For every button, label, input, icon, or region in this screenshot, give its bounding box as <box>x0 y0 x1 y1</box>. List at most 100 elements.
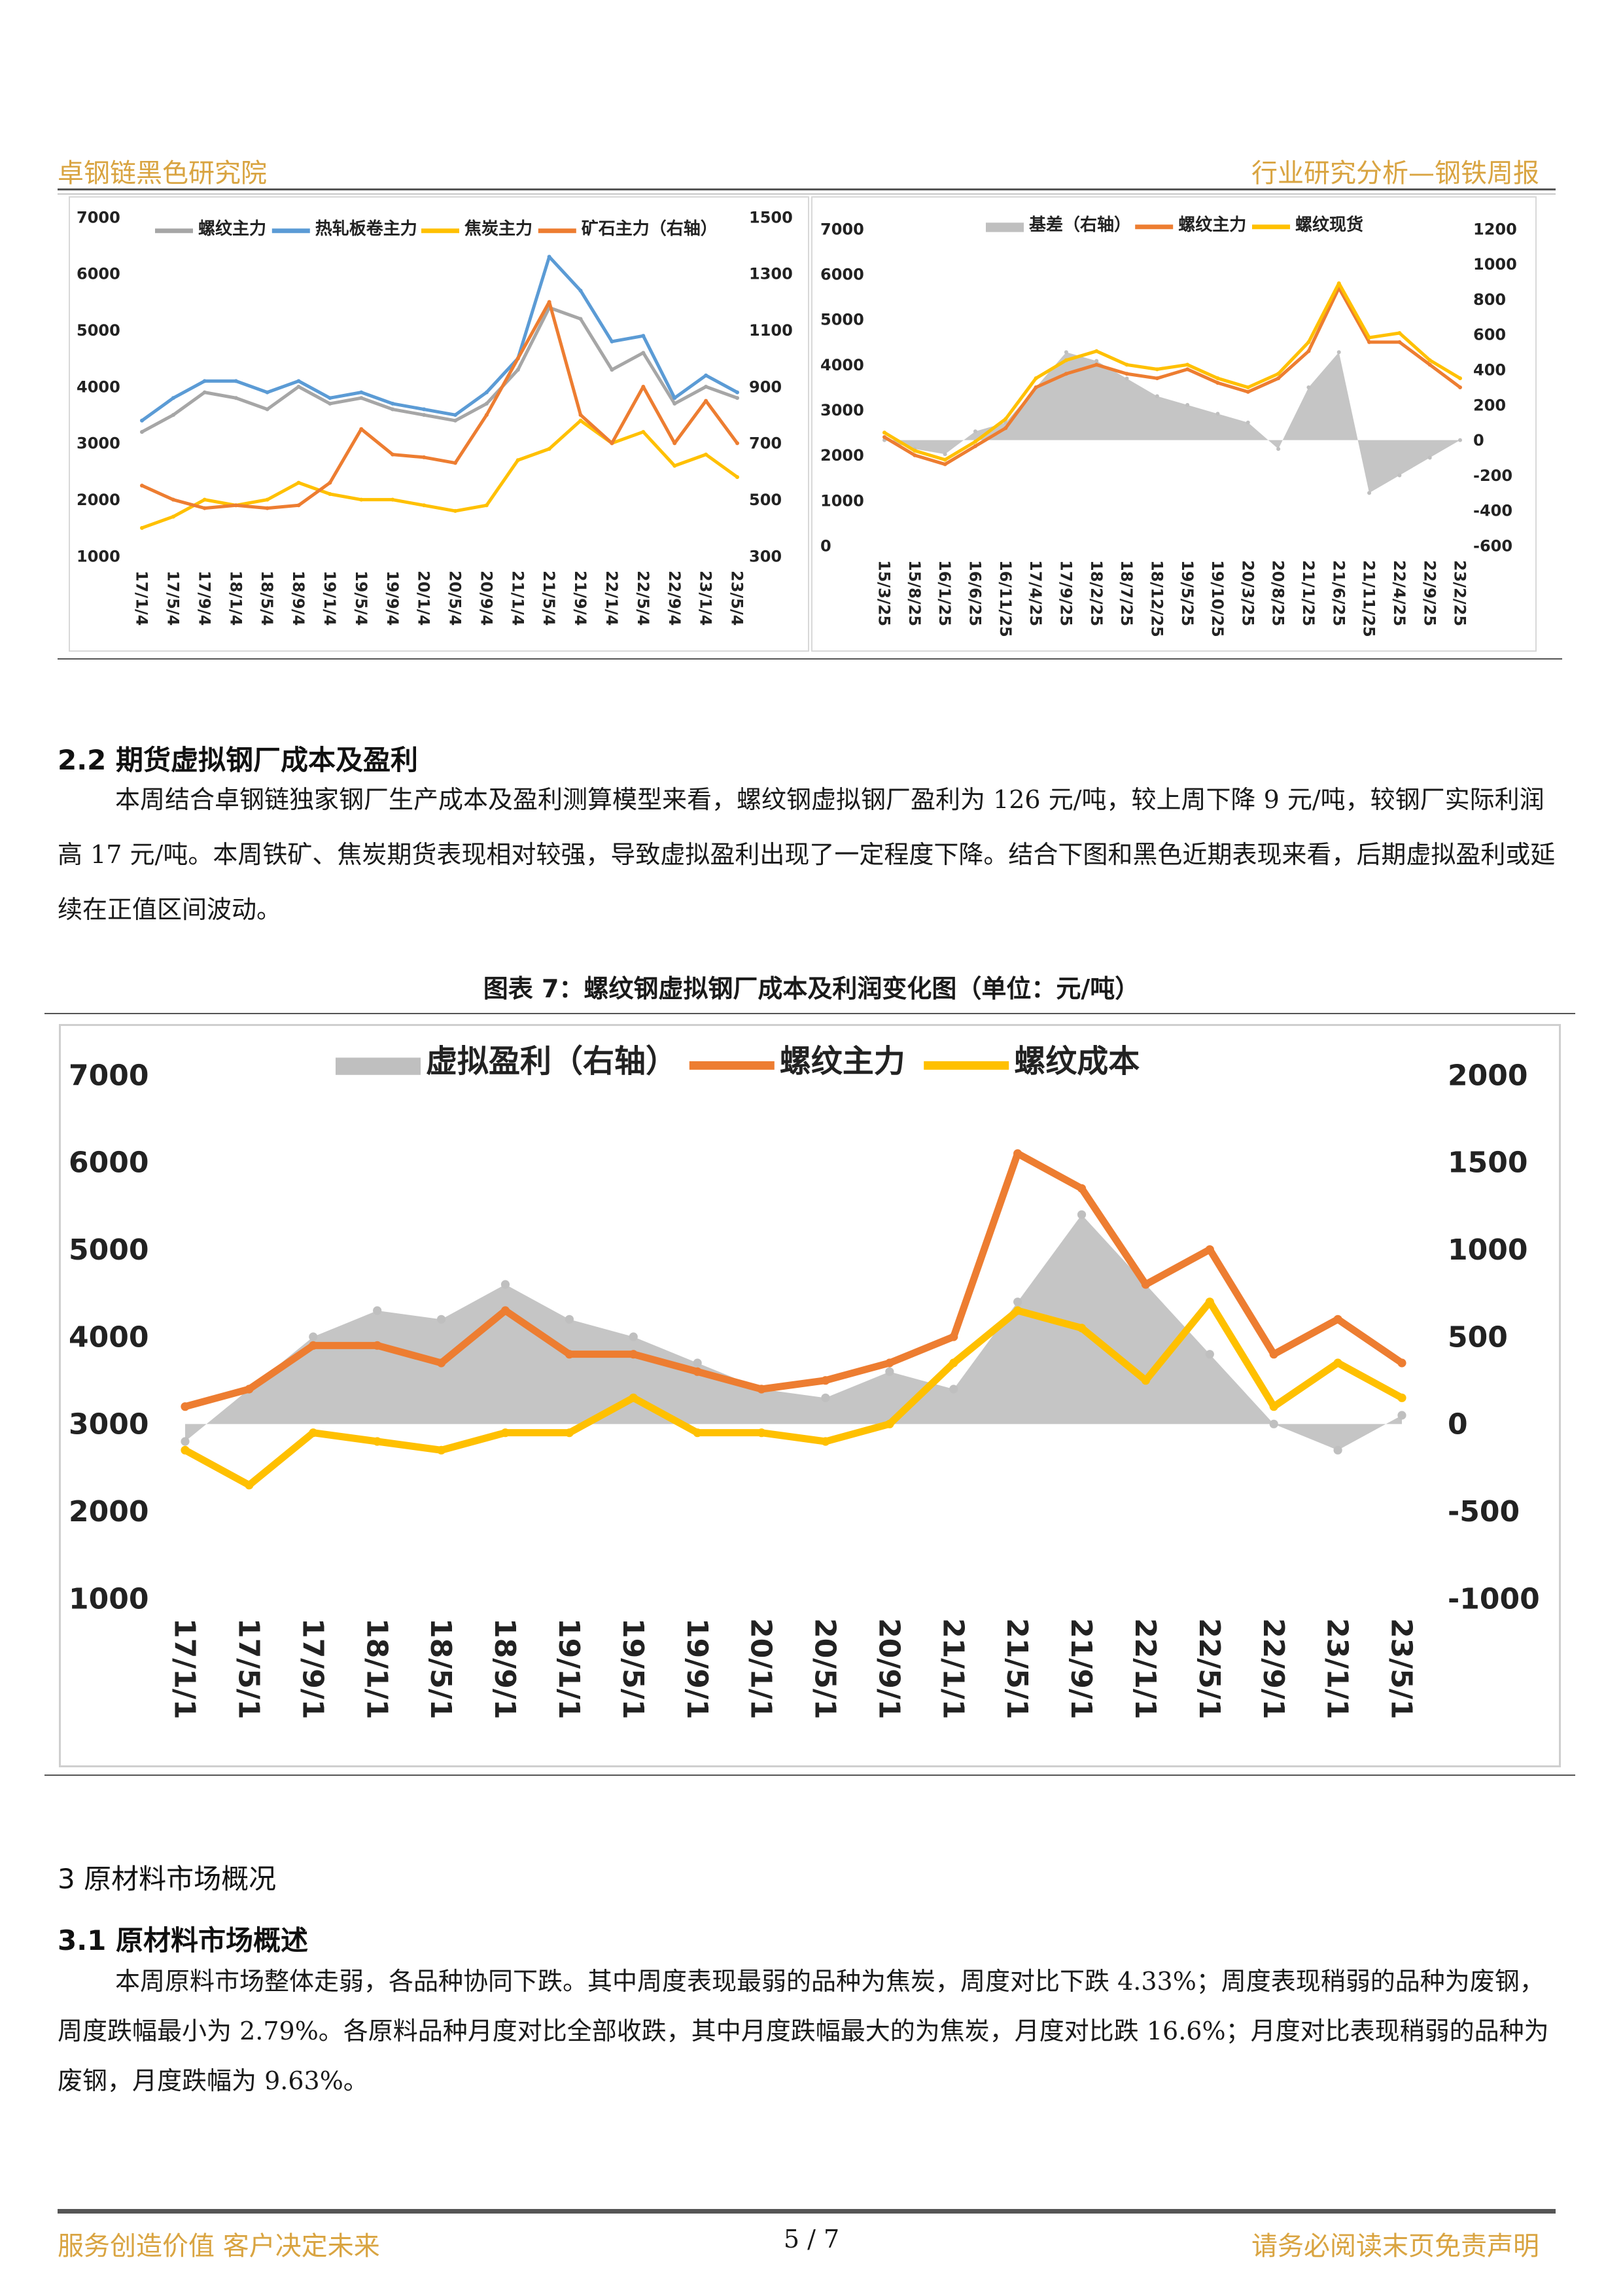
y-left-tick-label: 1000 <box>77 547 120 565</box>
figure-7-caption: 图表 7：螺纹钢虚拟钢厂成本及利润变化图（单位：元/吨） <box>483 974 1140 1003</box>
figure-7-bottom-rule <box>44 1775 1575 1776</box>
data-point <box>1155 367 1159 372</box>
data-point <box>547 300 551 304</box>
y-left-tick-label: 5000 <box>69 1233 148 1267</box>
data-point <box>973 439 977 444</box>
data-point <box>547 446 551 451</box>
data-point <box>265 390 270 395</box>
y-right-tick-label: 300 <box>749 547 782 565</box>
x-tick-label: 21/5/1 <box>1000 1618 1034 1720</box>
x-tick-label: 21/9/1 <box>1064 1618 1098 1720</box>
data-point <box>515 458 520 463</box>
x-tick-label: 18/12/25 <box>1147 560 1166 637</box>
data-point <box>391 497 395 502</box>
legend-label: 基差（右轴） <box>1029 215 1131 235</box>
data-point <box>973 429 977 434</box>
data-point <box>140 430 144 434</box>
data-point <box>885 1419 894 1428</box>
data-point <box>704 373 708 378</box>
data-point <box>973 444 977 448</box>
data-point <box>1276 447 1281 451</box>
x-tick-label: 20/5/1 <box>809 1618 842 1720</box>
x-tick-label: 18/9/1 <box>488 1618 521 1720</box>
data-point <box>436 1358 446 1368</box>
data-point <box>422 407 427 412</box>
data-point <box>1458 376 1462 381</box>
x-tick-label: 16/1/25 <box>935 560 954 626</box>
data-point <box>422 503 427 508</box>
data-point <box>1003 417 1008 421</box>
data-point <box>629 1393 638 1402</box>
data-point <box>1367 491 1372 495</box>
data-point <box>296 379 301 383</box>
series-line <box>883 286 1461 467</box>
x-tick-label: 17/5/4 <box>164 571 182 626</box>
data-point <box>265 506 270 510</box>
data-point <box>821 1376 830 1385</box>
data-point <box>1185 362 1190 367</box>
data-point <box>1397 473 1402 478</box>
y-left-tick-label: 7000 <box>820 220 864 238</box>
data-point <box>1141 1280 1151 1289</box>
data-point <box>672 463 677 468</box>
footer-disclaimer: 请务必阅读末页免责声明 <box>1251 2231 1539 2261</box>
x-tick-label: 19/9/4 <box>383 571 402 626</box>
legend-label: 矿石主力（右轴） <box>582 219 718 239</box>
x-tick-label: 17/9/1 <box>296 1618 329 1720</box>
x-tick-label: 22/9/4 <box>665 571 684 626</box>
data-point <box>309 1341 318 1350</box>
series-line <box>141 306 738 434</box>
x-tick-label: 23/1/1 <box>1321 1618 1354 1720</box>
x-tick-label: 23/2/25 <box>1451 560 1469 626</box>
data-point <box>693 1367 702 1376</box>
data-point <box>735 441 739 446</box>
section-heading-2-2: 2.2 期货虚拟钢厂成本及盈利 <box>58 744 419 776</box>
data-point <box>296 480 301 485</box>
y-right-tick-label: 800 <box>1473 291 1506 309</box>
y-left-tick-label: 3000 <box>820 401 864 419</box>
data-point <box>641 334 646 338</box>
data-point <box>672 396 677 400</box>
header-org: 卓钢链黑色研究院 <box>58 158 267 188</box>
data-point <box>391 452 395 457</box>
data-point <box>693 1428 702 1438</box>
data-point <box>913 453 917 457</box>
data-point <box>500 1428 510 1438</box>
x-tick-label: 19/10/25 <box>1208 560 1227 637</box>
y-right-tick-label: 0 <box>1473 431 1484 450</box>
data-point <box>1205 1298 1214 1307</box>
data-point <box>359 427 364 431</box>
legend-label: 螺纹现货 <box>1295 215 1363 235</box>
data-point <box>265 407 270 412</box>
data-point <box>202 379 207 383</box>
data-point <box>949 1332 958 1341</box>
data-point <box>629 1350 638 1359</box>
data-point <box>949 1358 958 1368</box>
y-left-tick-label: 2000 <box>77 491 120 509</box>
legend-label: 螺纹主力 <box>198 219 266 239</box>
data-point <box>547 255 551 259</box>
data-point <box>943 457 947 462</box>
data-point <box>484 503 489 508</box>
section-2-2-paragraph: 本周结合卓钢链独家钢厂生产成本及盈利测算模型来看，螺纹钢虚拟钢厂盈利为 126 … <box>58 785 1556 924</box>
data-point <box>885 1367 894 1376</box>
x-tick-label: 18/5/1 <box>424 1618 457 1720</box>
chart-row-rule <box>58 658 1562 660</box>
data-point <box>1155 376 1159 381</box>
data-point <box>1094 359 1099 363</box>
data-point <box>1397 331 1402 336</box>
y-left-tick-label: 1000 <box>820 491 864 510</box>
data-point <box>1276 376 1281 381</box>
y-left-tick-label: 3000 <box>69 1408 148 1441</box>
data-point <box>245 1481 254 1490</box>
data-point <box>565 1428 574 1438</box>
data-point <box>578 289 583 293</box>
data-point <box>373 1341 382 1350</box>
x-tick-label: 17/4/25 <box>1026 560 1045 626</box>
y-left-tick-label: 4000 <box>77 378 120 396</box>
data-point <box>1013 1149 1022 1158</box>
data-point <box>821 1393 830 1402</box>
data-point <box>245 1385 254 1394</box>
data-point <box>202 506 207 510</box>
data-point <box>171 497 175 502</box>
